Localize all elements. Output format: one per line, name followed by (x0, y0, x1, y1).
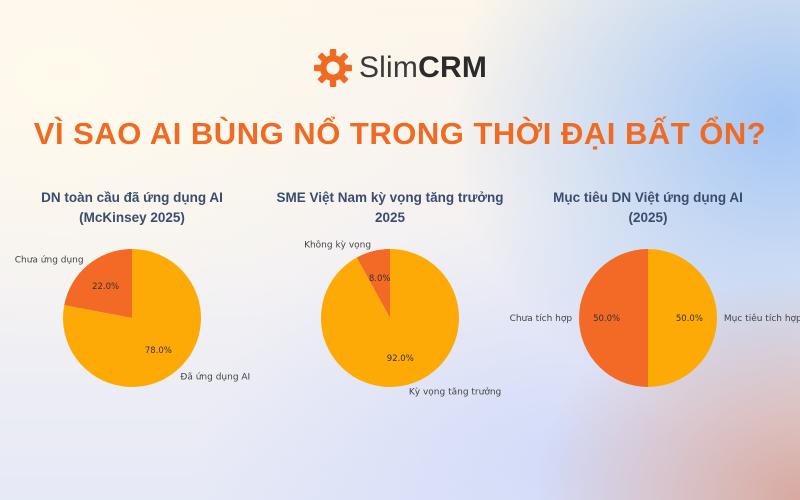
pie-slice-chua-tich-hop (579, 249, 648, 387)
chart-title: Mục tiêu DN Việt ứng dụng AI (2025) (518, 188, 778, 228)
slice-label-da-ung-dung-ai: Đã ứng dụng AI (180, 372, 250, 382)
pie-slice-da-ung-dung-ai (62, 249, 201, 387)
pct-label-khong-ky-vong: 8.0% (369, 274, 391, 284)
chart-title-line-1: SME Việt Nam kỳ vọng tăng trưởng (276, 190, 504, 205)
chart-title: DN toàn cầu đã ứng dụng AI (McKinsey 202… (2, 188, 262, 228)
pct-label-da-ung-dung-ai: 78.0% (145, 346, 172, 356)
chart-title-line-2: (2025) (628, 210, 668, 225)
pie-svg: 50.0% Chưa tích hợp 50.0% Mục tiêu tích hợp… (510, 249, 800, 387)
brand-name-light: Slim (358, 51, 419, 84)
pie-svg: 8.0% Không kỳ vọng 92.0% Kỳ vọng tăng trưởn… (304, 239, 501, 398)
slice-label-khong-ky-vong: Không kỳ vọng (304, 239, 371, 250)
chart-title-line-1: DN toàn cầu đã ứng dụng AI (41, 190, 223, 205)
pie-chart-vn-ai-target: Mục tiêu DN Việt ứng dụng AI (2025) 50.0… (510, 188, 800, 428)
pct-label-chua-tich-hop: 50.0% (593, 314, 620, 324)
chart-title-line-2: (McKinsey 2025) (79, 210, 185, 225)
pie-slice-khong-ky-vong (356, 249, 390, 318)
chart-title: SME Việt Nam kỳ vọng tăng trưởng 2025 (260, 188, 520, 228)
pie-slice-chua-ung-dung (64, 249, 132, 318)
pie-svg: 22.0% Chưa ứng dụng 78.0% Đã ứng dụng AI (15, 249, 250, 387)
slice-label-chua-tich-hop: Chưa tích hợp (510, 314, 573, 324)
pie-chart-sme-growth: SME Việt Nam kỳ vọng tăng trưởng 2025 8.… (260, 188, 520, 428)
pct-label-chua-ung-dung: 22.0% (92, 282, 119, 292)
slice-label-chua-ung-dung: Chưa ứng dụng (15, 256, 84, 266)
gear-icon (313, 49, 352, 87)
pie-slice-ky-vong-tang-truong (320, 249, 459, 387)
pct-label-muc-tieu-tich-hop-ai: 50.0% (676, 314, 703, 324)
brand-name: SlimCRM (359, 51, 487, 85)
pie-chart-global-ai: DN toàn cầu đã ứng dụng AI (McKinsey 202… (2, 188, 262, 428)
chart-title-line-1: Mục tiêu DN Việt ứng dụng AI (553, 190, 743, 205)
headline: VÌ SAO AI BÙNG NỔ TRONG THỜI ĐẠI BẤT ỔN? (33, 116, 767, 151)
slice-label-ky-vong-tang-truong: Kỳ vọng tăng trưởng (409, 387, 501, 398)
chart-title-line-2: 2025 (374, 210, 406, 225)
pie-slice-muc-tieu-tich-hop-ai (648, 249, 717, 387)
pct-label-ky-vong-tang-truong: 92.0% (387, 354, 414, 364)
brand-logo: SlimCRM (0, 48, 800, 88)
slice-label-muc-tieu-tich-hop-ai: Mục tiêu tích hợp AI (724, 313, 800, 324)
brand-name-bold: CRM (418, 51, 488, 84)
